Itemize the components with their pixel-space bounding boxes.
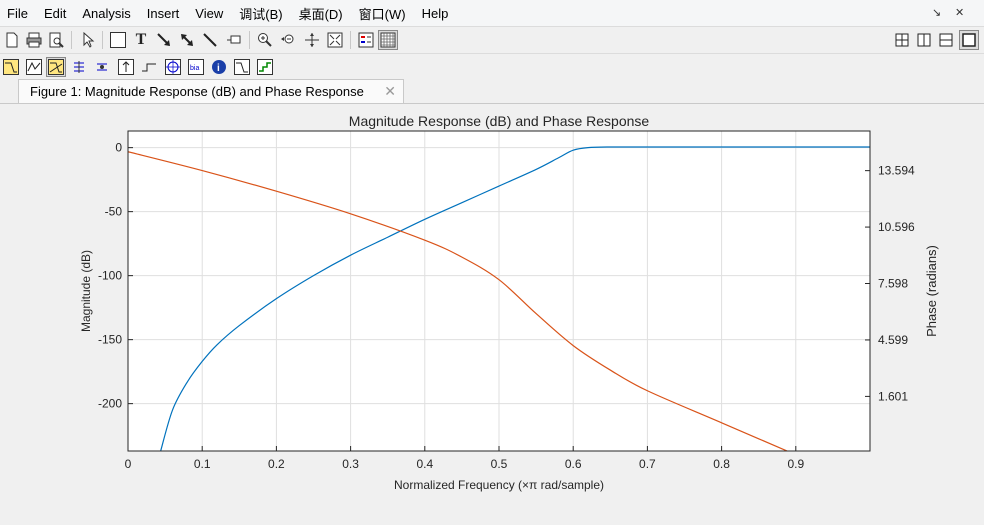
y-right-axis-label: Phase (radians) <box>924 245 939 337</box>
full-view-icon[interactable] <box>325 30 345 50</box>
new-figure-icon[interactable] <box>2 30 22 50</box>
y-left-tick-label: -200 <box>98 397 122 411</box>
menu-analysis[interactable]: Analysis <box>82 5 131 21</box>
x-axis-label: Normalized Frequency (×π rad/sample) <box>394 478 604 492</box>
y-right-tick-label: 4.599 <box>878 333 908 347</box>
chart-title: Magnitude Response (dB) and Phase Respon… <box>349 113 650 129</box>
noise-icon[interactable] <box>255 57 275 77</box>
impulse-icon[interactable] <box>116 57 136 77</box>
pole-zero-icon[interactable] <box>163 57 183 77</box>
menu-view[interactable]: View <box>195 5 224 21</box>
magnitude-phase-icon[interactable] <box>46 57 66 77</box>
legend-icon[interactable] <box>356 30 376 50</box>
x-tick-label: 0.9 <box>787 457 804 471</box>
double-arrow-icon[interactable] <box>177 30 197 50</box>
select-arrow-icon[interactable] <box>78 30 98 50</box>
magnitude-phase-chart[interactable]: 0 0.1 0.2 0.3 0.4 0.5 0.6 0.7 0.8 0.9 0 -50 -100 -15… <box>0 104 984 520</box>
undock-icon[interactable]: ↘ <box>932 7 942 19</box>
y-right-tick-label: 13.594 <box>878 164 915 178</box>
left-right-icon[interactable] <box>914 30 934 50</box>
phase-delay-icon[interactable] <box>92 57 112 77</box>
y-left-tick-label: 0 <box>115 141 122 155</box>
print-preview-icon[interactable] <box>46 30 66 50</box>
grid-icon[interactable] <box>378 30 398 50</box>
svg-text:i: i <box>217 63 220 74</box>
tab-label: Figure 1: Magnitude Response (dB) and Ph… <box>30 84 364 99</box>
y-right-tick-label: 1.601 <box>878 389 908 403</box>
analysis-toolbar: bia i <box>0 53 984 80</box>
x-tick-label: 0.4 <box>416 457 433 471</box>
y-left-tick-label: -50 <box>105 205 123 219</box>
group-delay-icon[interactable] <box>69 57 89 77</box>
menu-desktop[interactable]: 桌面(D) <box>298 6 343 22</box>
close-icon[interactable]: ✕ <box>955 7 965 19</box>
figure-area: 0 0.1 0.2 0.3 0.4 0.5 0.6 0.7 0.8 0.9 0 -50 -100 -15… <box>0 104 984 520</box>
menu-insert[interactable]: Insert <box>146 5 180 21</box>
data-series <box>128 146 870 451</box>
menu-edit[interactable]: Edit <box>43 5 67 21</box>
text-icon[interactable]: T <box>135 31 147 48</box>
x-tick-label: 0.3 <box>342 457 359 471</box>
coefficients-icon[interactable]: bia <box>186 57 206 77</box>
y-left-axis-label: Magnitude (dB) <box>79 250 93 332</box>
grid-lines <box>128 131 870 451</box>
x-ticks: 0 0.1 0.2 0.3 0.4 0.5 0.6 0.7 0.8 0.9 <box>125 446 804 471</box>
tile-icon[interactable] <box>892 30 912 50</box>
menu-help[interactable]: Help <box>421 5 449 21</box>
arrow-icon[interactable] <box>154 30 174 50</box>
x-tick-label: 0.5 <box>491 457 508 471</box>
x-tick-label: 0.2 <box>268 457 285 471</box>
tab-close-icon[interactable]: ✕ <box>384 83 396 99</box>
pan-icon[interactable] <box>302 30 322 50</box>
figure-tab-strip: Figure 1: Magnitude Response (dB) and Ph… <box>0 79 984 104</box>
zoom-out-icon[interactable] <box>278 30 298 50</box>
x-tick-label: 0.7 <box>639 457 656 471</box>
menu-window[interactable]: 窗口(W) <box>358 6 406 22</box>
y-right-tick-label: 10.596 <box>878 220 915 234</box>
phase-icon[interactable] <box>24 57 44 77</box>
pin-icon[interactable] <box>224 30 244 50</box>
y-left-tick-label: -100 <box>98 269 122 283</box>
single-icon[interactable] <box>959 30 979 50</box>
step-icon[interactable] <box>139 57 159 77</box>
menu-file[interactable]: File <box>7 5 28 21</box>
phase-series-line <box>128 151 789 451</box>
top-bottom-icon[interactable] <box>936 30 956 50</box>
x-tick-label: 0.8 <box>713 457 730 471</box>
svg-text:bia: bia <box>190 65 199 72</box>
magnitude-estimate-icon[interactable] <box>232 57 252 77</box>
magnitude-series-line <box>160 146 870 451</box>
x-tick-label: 0 <box>125 457 132 471</box>
tab-figure-1[interactable]: Figure 1: Magnitude Response (dB) and Ph… <box>18 79 404 103</box>
y-left-ticks: 0 -50 -100 -150 -200 <box>98 141 133 411</box>
magnitude-icon[interactable] <box>1 57 21 77</box>
menu-debug[interactable]: 调试(B) <box>239 6 283 22</box>
line-icon[interactable] <box>200 30 220 50</box>
zoom-in-icon[interactable] <box>255 30 275 50</box>
info-icon[interactable]: i <box>209 57 229 77</box>
y-right-tick-label: 7.598 <box>878 277 908 291</box>
y-left-tick-label: -150 <box>98 333 122 347</box>
figure-toolbar: T <box>0 26 984 53</box>
y-right-ticks: 13.594 10.596 7.598 4.599 1.601 <box>865 164 915 403</box>
rectangle-icon[interactable] <box>108 30 128 50</box>
print-icon[interactable] <box>24 30 44 50</box>
x-tick-label: 0.1 <box>194 457 211 471</box>
menu-bar: File Edit Analysis Insert View 调试(B) 桌面(… <box>0 0 984 26</box>
x-tick-label: 0.6 <box>565 457 582 471</box>
